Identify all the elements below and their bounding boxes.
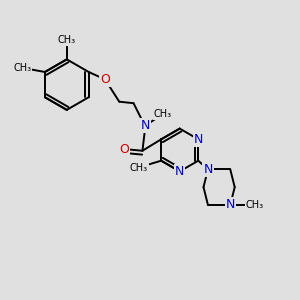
Text: CH₃: CH₃ xyxy=(130,163,148,173)
Text: N: N xyxy=(175,165,184,178)
Text: CH₃: CH₃ xyxy=(58,35,76,45)
Text: N: N xyxy=(141,119,150,132)
Text: CH₃: CH₃ xyxy=(246,200,264,210)
Text: CH₃: CH₃ xyxy=(14,62,32,73)
Text: N: N xyxy=(203,163,213,176)
Text: O: O xyxy=(119,143,129,156)
Text: N: N xyxy=(226,199,235,212)
Text: O: O xyxy=(100,73,110,86)
Text: CH₃: CH₃ xyxy=(154,109,172,119)
Text: N: N xyxy=(194,133,203,146)
